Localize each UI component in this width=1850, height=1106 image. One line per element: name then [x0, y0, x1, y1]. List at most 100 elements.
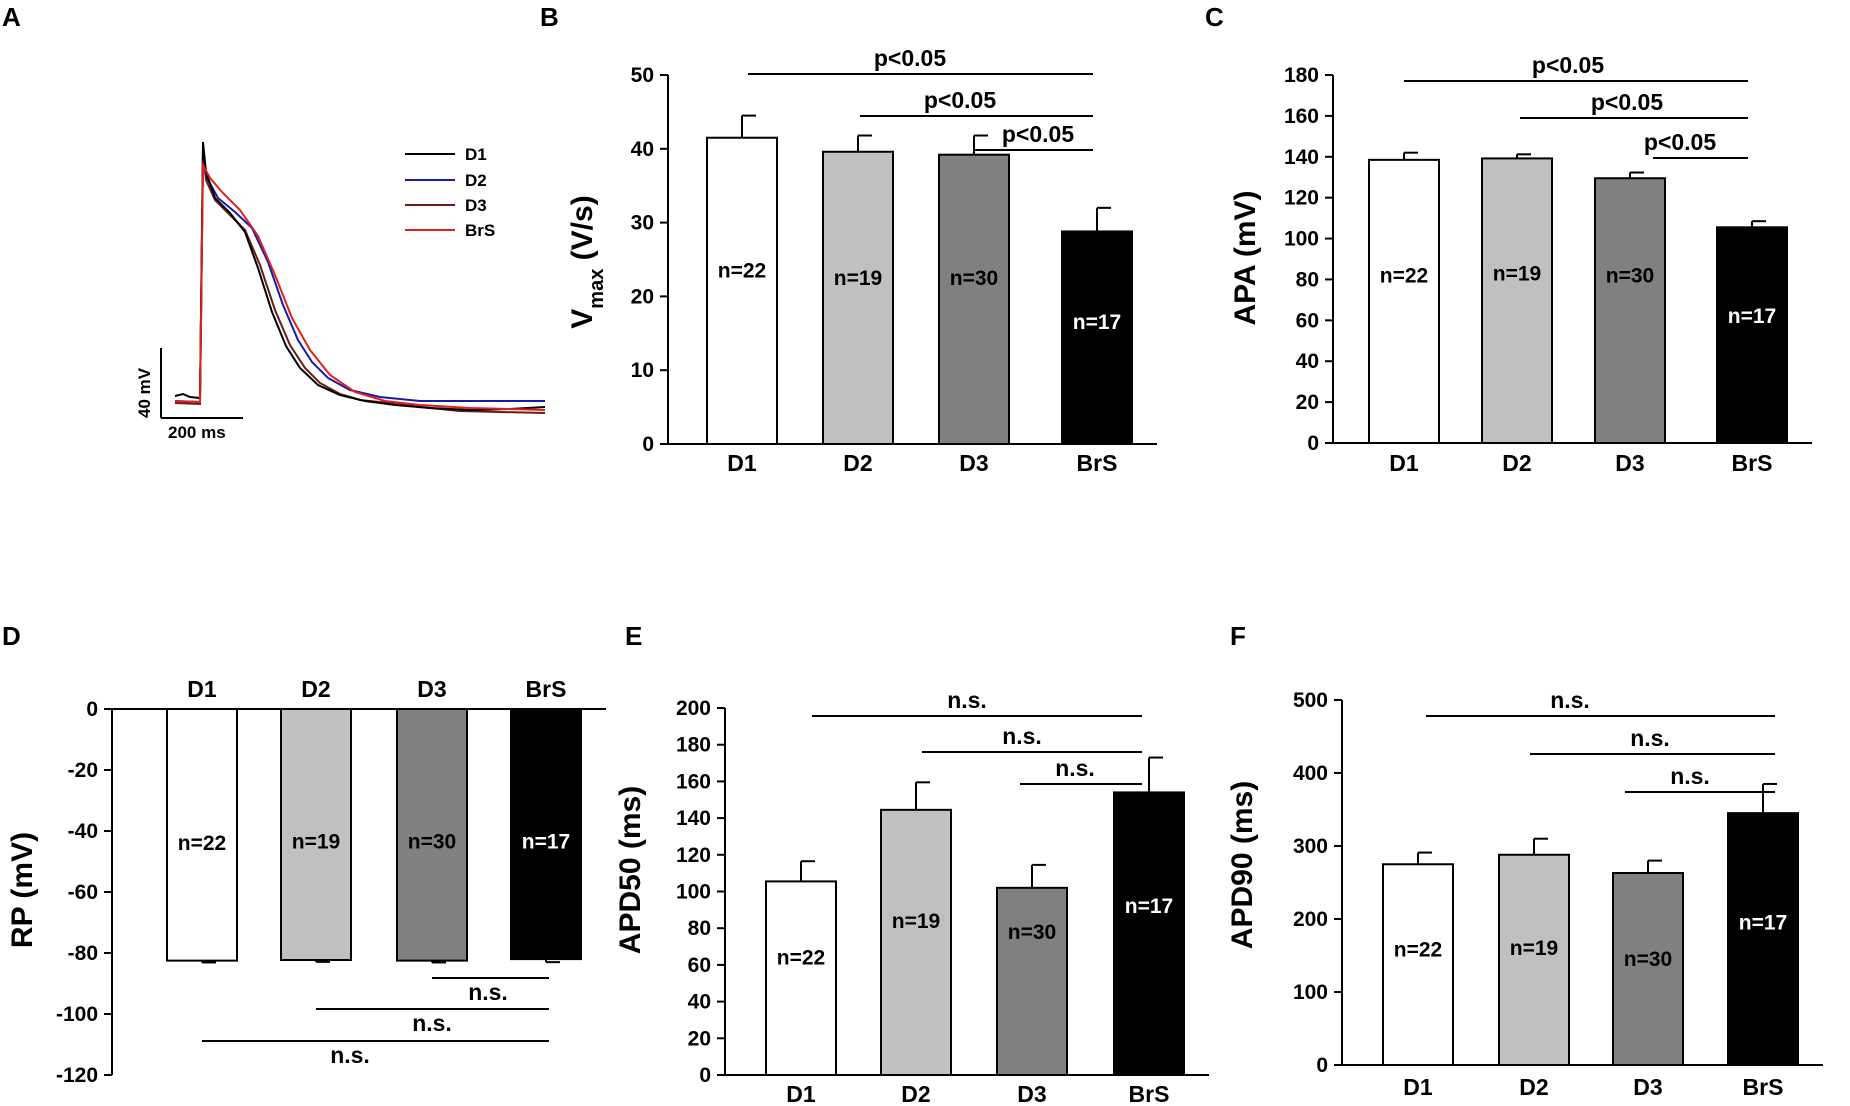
n-label-d-2: n=30	[408, 831, 456, 854]
y-tick-label-e-4: 80	[688, 917, 711, 940]
y-tick-label-f-4: 400	[1293, 762, 1328, 785]
category-label-b-1: D2	[843, 450, 872, 476]
n-label-e-1: n=19	[892, 910, 940, 933]
n-label-c-0: n=22	[1380, 264, 1428, 287]
bar-e-d3	[996, 886, 1068, 1077]
legend-label-d3: D3	[465, 196, 487, 215]
category-label-d-3: BrS	[526, 676, 567, 702]
comparison-label-c-1: p<0.05	[1591, 89, 1663, 115]
y-tick-label-d-2: -40	[68, 820, 98, 843]
y-tick-label-c-9: 180	[1284, 64, 1319, 87]
comparison-label-b-1: p<0.05	[924, 87, 996, 113]
y-axis-label-f: APD90 (ms)	[1226, 781, 1259, 949]
category-label-f-0: D1	[1403, 1074, 1433, 1100]
comparison-label-e-1: n.s.	[1002, 723, 1042, 749]
category-label-d-1: D2	[301, 676, 330, 702]
n-label-b-1: n=19	[834, 267, 882, 290]
y-tick-label-e-1: 20	[688, 1027, 711, 1050]
n-label-f-0: n=22	[1394, 939, 1442, 962]
bar-f-d3	[1612, 872, 1684, 1067]
panel-label-b: B	[540, 2, 559, 32]
y-axis-label-c: APA (mV)	[1229, 191, 1262, 326]
bar-b-d2	[822, 150, 894, 445]
y-tick-label-e-6: 120	[676, 844, 711, 867]
n-label-b-2: n=30	[950, 267, 998, 290]
comparison-label-c-2: p<0.05	[1644, 129, 1716, 155]
trace-d3	[174, 149, 546, 414]
y-axis-label-b-unit: (V/s)	[566, 195, 599, 268]
bar-c-d3	[1594, 177, 1666, 444]
y-axis-label-e: APD50 (ms)	[614, 786, 647, 954]
y-tick-label-e-8: 160	[676, 770, 711, 793]
n-label-e-2: n=30	[1008, 921, 1056, 944]
bar-e-brs	[1113, 791, 1185, 1076]
category-label-f-2: D3	[1633, 1074, 1662, 1100]
bar-b-brs	[1061, 230, 1133, 445]
y-tick-label-b-2: 20	[631, 285, 654, 308]
y-tick-label-b-0: 0	[642, 433, 654, 456]
y-tick-label-b-4: 40	[631, 138, 654, 161]
category-label-d-2: D3	[417, 676, 446, 702]
legend-label-d1: D1	[465, 145, 487, 164]
comparison-label-d-0: n.s.	[468, 979, 508, 1005]
y-tick-label-f-0: 0	[1316, 1054, 1328, 1077]
panel-label-f: F	[1230, 621, 1246, 651]
y-tick-label-f-5: 500	[1293, 689, 1328, 712]
bar-d-d2	[280, 708, 352, 962]
category-label-c-3: BrS	[1732, 450, 1773, 476]
n-label-e-0: n=22	[777, 947, 825, 970]
legend-label-brs: BrS	[465, 221, 495, 240]
y-tick-label-e-9: 180	[676, 734, 711, 757]
y-tick-label-d-4: -80	[68, 942, 98, 965]
panel-f-chart: APD90 (ms) 0 100 200 300 400 500 n=22 D1 n=19 D2 n…	[1226, 687, 1823, 1100]
y-tick-label-c-3: 60	[1296, 309, 1319, 332]
y-tick-label-c-8: 160	[1284, 105, 1319, 128]
category-label-c-2: D3	[1615, 450, 1644, 476]
n-label-f-2: n=30	[1624, 948, 1672, 971]
category-label-b-2: D3	[959, 450, 988, 476]
y-tick-label-e-0: 0	[699, 1064, 711, 1087]
n-label-b-0: n=22	[718, 260, 766, 283]
y-tick-label-c-7: 140	[1284, 146, 1319, 169]
n-label-f-3: n=17	[1739, 912, 1787, 935]
n-label-c-3: n=17	[1728, 305, 1776, 328]
y-tick-label-b-5: 50	[631, 64, 654, 87]
y-tick-label-e-3: 60	[688, 954, 711, 977]
panel-d-chart: RP (mV) 0 -20 -40 -60 -80 -100 -120 n=22 D1 n=19 D…	[6, 676, 606, 1087]
n-label-d-0: n=22	[178, 832, 226, 855]
bar-c-d2	[1481, 157, 1553, 444]
comparison-label-f-1: n.s.	[1630, 725, 1670, 751]
trace-brs	[174, 161, 546, 411]
bar-e-d2	[880, 808, 952, 1077]
y-tick-label-c-6: 120	[1284, 187, 1319, 210]
y-axis-label-b-main: V	[566, 309, 599, 329]
comparison-label-e-2: n.s.	[1055, 755, 1095, 781]
bar-b-d1	[706, 136, 778, 445]
panel-label-c: C	[1205, 2, 1224, 32]
y-axis-label-b: Vmax (V/s)	[566, 195, 608, 328]
scale-bar-voltage-label: 40 mV	[135, 367, 154, 418]
category-label-e-1: D2	[901, 1081, 930, 1106]
y-tick-label-d-5: -100	[56, 1003, 98, 1026]
y-tick-label-d-0: 0	[86, 698, 98, 721]
bar-d-d3	[396, 708, 468, 962]
legend-label-d2: D2	[465, 171, 487, 190]
category-label-f-1: D2	[1519, 1074, 1548, 1100]
category-label-c-0: D1	[1389, 450, 1419, 476]
category-label-b-0: D1	[727, 450, 757, 476]
category-label-c-1: D2	[1502, 450, 1531, 476]
y-tick-label-e-10: 200	[676, 697, 711, 720]
bar-e-d1	[765, 880, 837, 1076]
comparison-label-e-0: n.s.	[947, 687, 987, 713]
y-tick-label-e-2: 40	[688, 991, 711, 1014]
n-label-c-1: n=19	[1493, 262, 1541, 285]
y-tick-label-d-6: -120	[56, 1064, 98, 1087]
panel-e-chart: APD50 (ms) 0 20 40 60 80 100 120 140 160 180 200 n=…	[614, 687, 1209, 1106]
bar-b-d3	[938, 153, 1010, 445]
n-label-c-2: n=30	[1606, 264, 1654, 287]
y-tick-label-b-3: 30	[631, 212, 654, 235]
y-tick-label-c-2: 40	[1296, 350, 1319, 373]
y-axis-label-d: RP (mV)	[6, 832, 39, 948]
y-tick-label-f-2: 200	[1293, 908, 1328, 931]
